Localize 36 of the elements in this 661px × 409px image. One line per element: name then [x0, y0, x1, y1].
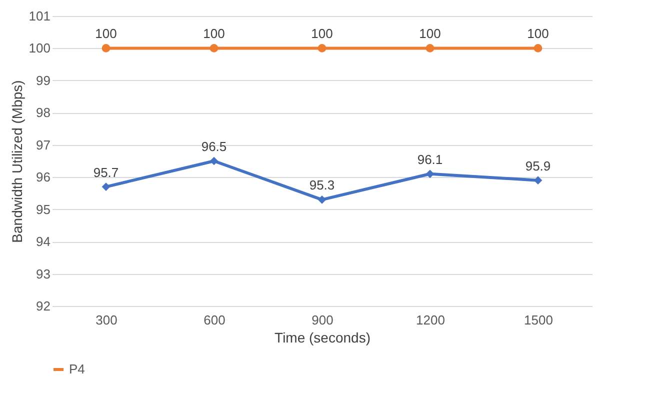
y-tick-label: 101 — [28, 8, 50, 24]
data-label: 100 — [527, 26, 549, 42]
point — [210, 156, 218, 166]
x-tick-label: 600 — [204, 312, 226, 328]
data-label: 95.7 — [93, 164, 119, 180]
point — [426, 44, 434, 52]
x-tick-label: 1200 — [416, 312, 445, 328]
y-tick-label: 96 — [36, 170, 50, 185]
x-tick-label: 900 — [312, 312, 334, 328]
point — [102, 182, 110, 191]
y-tick-label: 100 — [28, 40, 50, 56]
y-axis-title: Bandwidth Utilized (Mbps) — [8, 80, 25, 243]
data-label: 96.1 — [417, 152, 443, 167]
x-tick-label: 300 — [96, 312, 118, 328]
data-label: 100 — [95, 26, 117, 42]
y-tick-label: 99 — [36, 72, 50, 88]
point — [318, 44, 326, 52]
data-label: 95.9 — [525, 158, 551, 174]
y-tick-label: 93 — [36, 266, 50, 282]
point — [534, 44, 542, 52]
y-tick-label: 97 — [36, 137, 50, 152]
legend-label: P4 — [69, 362, 85, 376]
data-label: 96.5 — [201, 139, 227, 154]
y-tick-label: 92 — [36, 298, 50, 314]
x-axis-title: Time (seconds) — [274, 330, 370, 346]
point — [102, 44, 110, 52]
point — [210, 44, 218, 52]
data-label: 100 — [203, 26, 225, 42]
y-tick-label: 94 — [36, 234, 50, 250]
y-tick-label: 95 — [36, 202, 50, 217]
data-label: 100 — [419, 26, 441, 42]
data-label: 95.3 — [309, 178, 335, 193]
point — [318, 195, 326, 204]
data-label: 100 — [311, 26, 333, 42]
x-tick-label: 1500 — [524, 312, 553, 328]
y-tick-label: 98 — [36, 105, 50, 120]
